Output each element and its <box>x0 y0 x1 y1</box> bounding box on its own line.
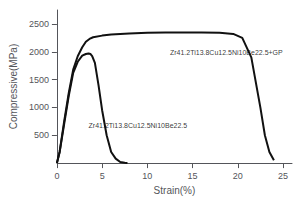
svg-text:25: 25 <box>278 171 288 181</box>
svg-text:2000: 2000 <box>29 47 49 57</box>
svg-text:2500: 2500 <box>29 19 49 29</box>
svg-text:20: 20 <box>233 171 243 181</box>
svg-text:5: 5 <box>100 171 105 181</box>
svg-text:Strain(%): Strain(%) <box>154 185 196 196</box>
svg-text:0: 0 <box>54 171 59 181</box>
svg-text:Compressive(MPa): Compressive(MPa) <box>8 44 19 130</box>
svg-text:Zr41.2Ti13.8Cu12.5Ni10Be22.5: Zr41.2Ti13.8Cu12.5Ni10Be22.5 <box>89 122 188 129</box>
svg-text:Zr41.2Ti13.8Cu12.5Ni10Be22.5+G: Zr41.2Ti13.8Cu12.5Ni10Be22.5+GP <box>170 49 283 56</box>
svg-text:10: 10 <box>142 171 152 181</box>
svg-text:1500: 1500 <box>29 75 49 85</box>
svg-text:500: 500 <box>34 130 49 140</box>
svg-text:15: 15 <box>188 171 198 181</box>
svg-text:1000: 1000 <box>29 102 49 112</box>
